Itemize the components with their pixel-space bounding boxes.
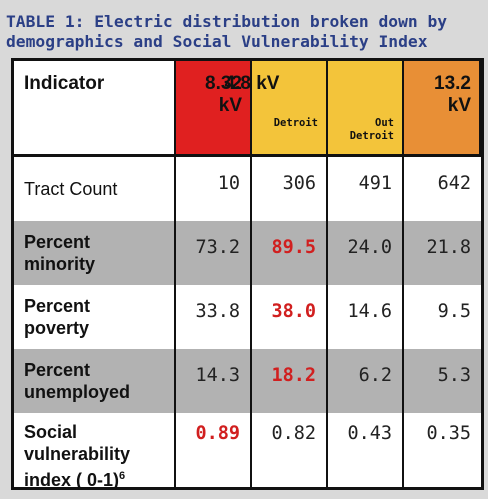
header-indicator-cell: Indicator <box>14 61 176 154</box>
value-cell: 0.89 <box>176 413 252 487</box>
value-out-detroit: 0.43 <box>347 423 392 444</box>
value-detroit-highlight: 18.2 <box>271 365 316 386</box>
row-label-line1: Social <box>24 422 78 442</box>
row-label-tract-count: Tract Count <box>24 179 118 199</box>
value-13-2kv: 9.5 <box>437 301 471 322</box>
header-8-32kv-line2: kV <box>218 95 242 116</box>
value-8-32kv: 73.2 <box>195 237 240 258</box>
header-13-2kv: 13.2 kV <box>434 73 471 117</box>
row-label-line2: poverty <box>24 318 90 338</box>
value-13-2kv: 21.8 <box>426 237 471 258</box>
row-label-cell: Percent poverty <box>14 285 176 349</box>
row-label-cell: Social vulnerability index ( 0-1)6 <box>14 413 176 490</box>
value-detroit: 0.82 <box>271 423 316 444</box>
row-label-line1: Percent <box>24 360 91 380</box>
row-label-percent-minority: Percent minority <box>24 231 95 275</box>
value-8-32kv-highlight: 0.89 <box>195 423 240 444</box>
value-cell: 24.0 <box>328 221 404 285</box>
table-row: Percent unemployed 14.3 18.2 6.2 5.3 <box>14 349 481 413</box>
data-table: Indicator 8.32 kV Detroit Out Detroit 13… <box>11 58 484 490</box>
row-label-line2: vulnerability <box>24 444 131 464</box>
value-cell: 0.35 <box>404 413 481 487</box>
value-cell: 642 <box>404 157 481 221</box>
header-8-32kv-cell: 8.32 kV <box>176 61 252 154</box>
caption-line-1: TABLE 1: Electric distribution broken do… <box>6 12 448 31</box>
row-label-social-vulnerability: Social vulnerability index ( 0-1)6 <box>24 421 130 491</box>
value-cell: 10 <box>176 157 252 221</box>
value-cell: 9.5 <box>404 285 481 349</box>
header-13-2kv-line1: 13.2 <box>434 73 471 94</box>
value-cell: 21.8 <box>404 221 481 285</box>
value-cell: 73.2 <box>176 221 252 285</box>
row-label-line1: Percent <box>24 232 91 252</box>
table-header-row: Indicator 8.32 kV Detroit Out Detroit 13… <box>14 61 481 157</box>
value-detroit: 306 <box>282 173 316 194</box>
value-8-32kv: 10 <box>217 173 240 194</box>
value-13-2kv: 5.3 <box>437 365 471 386</box>
value-cell: 0.82 <box>252 413 328 487</box>
caption-line-2: demographics and Social Vulnerability In… <box>6 32 428 51</box>
value-cell: 491 <box>328 157 404 221</box>
value-out-detroit: 14.6 <box>347 301 392 322</box>
table-caption: TABLE 1: Electric distribution broken do… <box>6 12 484 52</box>
table-row: Social vulnerability index ( 0-1)6 0.89 … <box>14 413 481 490</box>
row-label-cell: Percent minority <box>14 221 176 285</box>
row-label-cell: Tract Count <box>14 157 176 221</box>
value-out-detroit: 6.2 <box>358 365 392 386</box>
row-label-line2: unemployed <box>24 382 131 402</box>
value-out-detroit: 491 <box>358 173 392 194</box>
table-row: Percent minority 73.2 89.5 24.0 21.8 <box>14 221 481 285</box>
row-label-line3: index ( 0-1)6 <box>24 465 130 491</box>
row-label-cell: Percent unemployed <box>14 349 176 413</box>
value-13-2kv: 0.35 <box>426 423 471 444</box>
value-cell: 0.43 <box>328 413 404 487</box>
value-cell: 38.0 <box>252 285 328 349</box>
header-out-detroit-line2: Detroit <box>349 130 394 142</box>
table-row: Tract Count 10 306 491 642 <box>14 157 481 221</box>
row-label-percent-poverty: Percent poverty <box>24 295 90 339</box>
value-detroit-highlight: 89.5 <box>271 237 316 258</box>
header-8-32kv: 8.32 kV <box>205 73 242 117</box>
value-cell: 89.5 <box>252 221 328 285</box>
footnote-marker: 6 <box>119 470 126 482</box>
header-indicator: Indicator <box>24 73 105 94</box>
value-cell: 33.8 <box>176 285 252 349</box>
header-out-detroit-line1: Out <box>375 117 394 129</box>
value-13-2kv: 642 <box>437 173 471 194</box>
value-8-32kv: 33.8 <box>195 301 240 322</box>
value-cell: 18.2 <box>252 349 328 413</box>
header-8-32kv-line1: 8.32 <box>205 73 242 94</box>
value-cell: 14.6 <box>328 285 404 349</box>
header-13-2kv-cell: 13.2 kV <box>404 61 481 154</box>
table-row: Percent poverty 33.8 38.0 14.6 9.5 <box>14 285 481 349</box>
header-detroit: Detroit <box>273 117 318 129</box>
value-cell: 14.3 <box>176 349 252 413</box>
header-detroit-cell: Detroit <box>252 61 328 154</box>
value-cell: 5.3 <box>404 349 481 413</box>
row-label-line2: minority <box>24 254 96 274</box>
value-8-32kv: 14.3 <box>195 365 240 386</box>
value-detroit-highlight: 38.0 <box>271 301 316 322</box>
header-13-2kv-line2: kV <box>447 95 471 116</box>
header-out-detroit: Out Detroit <box>350 117 394 143</box>
header-out-detroit-cell: Out Detroit <box>328 61 404 154</box>
value-cell: 306 <box>252 157 328 221</box>
row-label-line1: Percent <box>24 296 91 316</box>
row-label-percent-unemployed: Percent unemployed <box>24 359 130 403</box>
row-label-line3-text: index ( 0-1) <box>24 470 120 490</box>
value-out-detroit: 24.0 <box>347 237 392 258</box>
value-cell: 6.2 <box>328 349 404 413</box>
